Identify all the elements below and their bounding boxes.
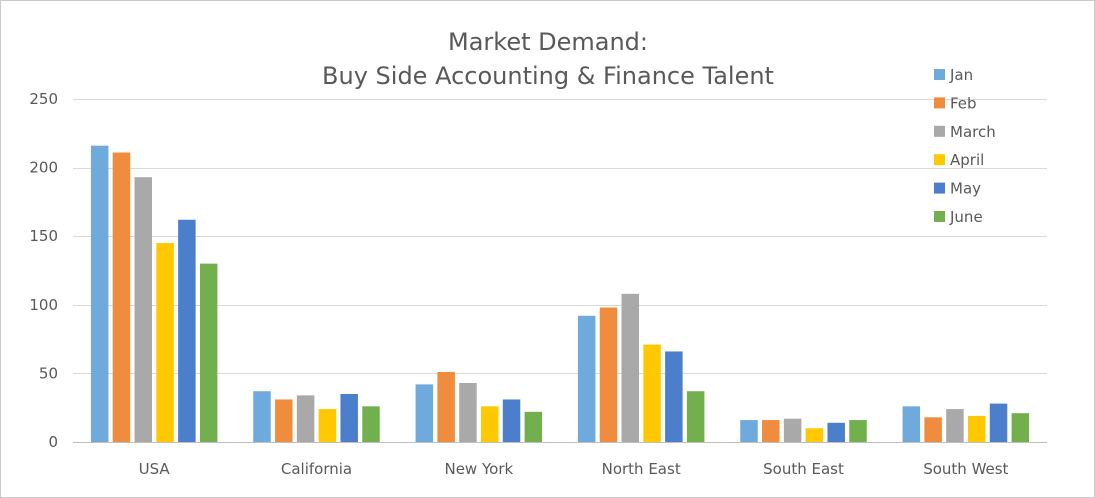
legend-swatch-may bbox=[934, 182, 945, 194]
y-tick-label: 250 bbox=[29, 90, 58, 108]
bar-june-new-york bbox=[524, 411, 543, 442]
y-tick-label: 200 bbox=[29, 159, 58, 177]
y-tick-label: 150 bbox=[29, 227, 58, 245]
x-tick-label: South East bbox=[763, 460, 844, 478]
bar-may-south-east bbox=[827, 422, 845, 442]
bar-april-south-west bbox=[967, 415, 986, 442]
x-tick-label: California bbox=[281, 460, 352, 478]
y-axis: 0 50 100 150 200 250 bbox=[29, 90, 58, 451]
bar-feb-new-york bbox=[437, 372, 455, 442]
legend-swatch-june bbox=[934, 211, 945, 222]
bar-may-south-west bbox=[989, 403, 1008, 442]
bar-jan-south-west bbox=[902, 406, 921, 442]
bar-march-north-east bbox=[621, 293, 640, 442]
x-tick-label: North East bbox=[602, 460, 681, 478]
bar-june-california bbox=[362, 406, 380, 442]
bar-april-south-east bbox=[805, 428, 824, 442]
bar-march-south-east bbox=[783, 418, 802, 442]
bar-feb-south-east bbox=[762, 420, 780, 442]
bar-march-new-york bbox=[459, 383, 477, 442]
gridlines bbox=[73, 99, 1047, 443]
bar-june-south-west bbox=[1011, 413, 1030, 442]
chart-title-line-2: Buy Side Accounting & Finance Talent bbox=[322, 62, 774, 90]
bar-feb-south-west bbox=[924, 417, 942, 442]
bar-jan-south-east bbox=[740, 420, 758, 442]
y-tick-label: 50 bbox=[39, 364, 58, 382]
bar-march-south-west bbox=[946, 409, 964, 442]
y-tick-label: 100 bbox=[29, 296, 58, 314]
bars bbox=[90, 145, 1030, 442]
chart-title-line-1: Market Demand: bbox=[448, 28, 648, 56]
legend-label-march: March bbox=[950, 123, 996, 141]
x-axis: USA California New York North East South Eas… bbox=[139, 460, 1009, 478]
bar-june-north-east bbox=[686, 391, 705, 442]
bar-jan-north-east bbox=[577, 315, 596, 442]
bar-jan-new-york bbox=[415, 384, 434, 442]
bar-feb-north-east bbox=[599, 307, 618, 442]
bar-june-south-east bbox=[849, 420, 867, 442]
bar-march-california bbox=[296, 395, 315, 442]
bar-april-california bbox=[318, 409, 337, 442]
bar-march-usa bbox=[134, 177, 153, 442]
bar-may-new-york bbox=[502, 399, 521, 442]
legend-swatch-jan bbox=[934, 69, 945, 80]
bar-may-california bbox=[340, 393, 358, 442]
x-tick-label: New York bbox=[444, 460, 513, 478]
bar-feb-california bbox=[275, 399, 293, 442]
legend-label-feb: Feb bbox=[950, 94, 977, 112]
bar-jan-california bbox=[253, 391, 271, 442]
bar-april-north-east bbox=[643, 344, 661, 442]
bar-june-usa bbox=[199, 263, 218, 442]
x-tick-label: USA bbox=[139, 460, 171, 478]
legend-label-april: April bbox=[950, 151, 984, 169]
legend-label-may: May bbox=[950, 180, 981, 198]
legend-label-june: June bbox=[949, 208, 983, 226]
bar-feb-usa bbox=[112, 152, 131, 442]
bar-april-new-york bbox=[480, 406, 499, 442]
legend-label-jan: Jan bbox=[949, 66, 973, 84]
legend: Jan Feb March April May June bbox=[934, 66, 996, 226]
bar-may-usa bbox=[178, 219, 196, 442]
legend-swatch-march bbox=[934, 125, 945, 137]
bar-may-north-east bbox=[665, 351, 683, 442]
legend-swatch-april bbox=[934, 154, 945, 166]
bar-jan-usa bbox=[90, 145, 109, 442]
bar-april-usa bbox=[156, 243, 174, 442]
x-tick-label: South West bbox=[923, 460, 1008, 478]
legend-swatch-feb bbox=[934, 97, 945, 109]
y-tick-label: 0 bbox=[48, 433, 58, 451]
